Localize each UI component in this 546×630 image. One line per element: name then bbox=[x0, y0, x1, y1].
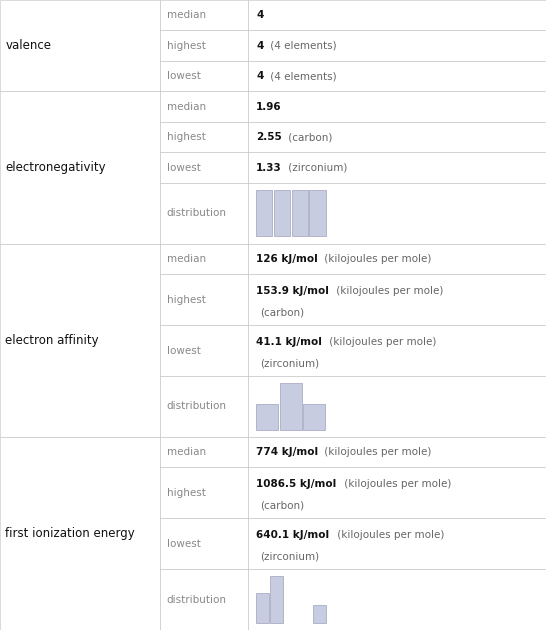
Text: lowest: lowest bbox=[167, 71, 200, 81]
Bar bbox=[248, 437, 546, 467]
Text: (kilojoules per mole): (kilojoules per mole) bbox=[322, 447, 432, 457]
Bar bbox=[248, 467, 546, 518]
Text: (kilojoules per mole): (kilojoules per mole) bbox=[327, 337, 437, 347]
Text: valence: valence bbox=[5, 39, 51, 52]
Bar bbox=[248, 325, 546, 376]
Text: distribution: distribution bbox=[167, 595, 227, 605]
Bar bbox=[256, 404, 278, 430]
Text: (4 elements): (4 elements) bbox=[267, 41, 336, 50]
Bar bbox=[160, 61, 248, 91]
Text: (kilojoules per mole): (kilojoules per mole) bbox=[321, 254, 431, 264]
Text: 4: 4 bbox=[256, 71, 264, 81]
Text: (kilojoules per mole): (kilojoules per mole) bbox=[333, 286, 444, 296]
Bar bbox=[248, 30, 546, 61]
Text: lowest: lowest bbox=[167, 163, 200, 173]
Text: distribution: distribution bbox=[167, 209, 227, 219]
Bar bbox=[248, 152, 546, 183]
Text: highest: highest bbox=[167, 295, 205, 305]
Bar bbox=[160, 30, 248, 61]
Text: 774 kJ/mol: 774 kJ/mol bbox=[256, 447, 318, 457]
Text: 1.96: 1.96 bbox=[256, 101, 282, 112]
Bar bbox=[248, 183, 546, 244]
Bar bbox=[0, 91, 160, 244]
Bar bbox=[280, 383, 301, 430]
Text: (zirconium): (zirconium) bbox=[260, 358, 319, 369]
Bar bbox=[270, 576, 283, 622]
Bar bbox=[248, 376, 546, 437]
Bar bbox=[0, 0, 160, 91]
Bar bbox=[256, 593, 269, 622]
Text: highest: highest bbox=[167, 488, 205, 498]
Bar bbox=[160, 376, 248, 437]
Text: median: median bbox=[167, 101, 206, 112]
Text: (zirconium): (zirconium) bbox=[260, 551, 319, 561]
Bar bbox=[160, 569, 248, 630]
Text: (carbon): (carbon) bbox=[260, 307, 304, 318]
Text: (carbon): (carbon) bbox=[260, 500, 304, 510]
Text: 153.9 kJ/mol: 153.9 kJ/mol bbox=[256, 286, 329, 296]
Bar bbox=[274, 190, 290, 236]
Bar bbox=[304, 404, 325, 430]
Text: highest: highest bbox=[167, 41, 205, 50]
Bar bbox=[309, 190, 325, 236]
Bar bbox=[292, 190, 308, 236]
Text: 126 kJ/mol: 126 kJ/mol bbox=[256, 254, 318, 264]
Bar bbox=[248, 518, 546, 569]
Text: median: median bbox=[167, 254, 206, 264]
Bar bbox=[160, 467, 248, 518]
Text: lowest: lowest bbox=[167, 539, 200, 549]
Text: (carbon): (carbon) bbox=[285, 132, 333, 142]
Text: 640.1 kJ/mol: 640.1 kJ/mol bbox=[256, 530, 329, 540]
Text: distribution: distribution bbox=[167, 401, 227, 411]
Bar bbox=[313, 605, 326, 622]
Text: 4: 4 bbox=[256, 10, 264, 20]
Bar bbox=[248, 274, 546, 325]
Text: median: median bbox=[167, 10, 206, 20]
Bar bbox=[160, 122, 248, 152]
Text: 4: 4 bbox=[256, 41, 264, 50]
Text: 2.55: 2.55 bbox=[256, 132, 282, 142]
Bar bbox=[160, 0, 248, 30]
Bar bbox=[160, 244, 248, 274]
Text: (kilojoules per mole): (kilojoules per mole) bbox=[341, 479, 451, 489]
Bar bbox=[256, 190, 272, 236]
Text: median: median bbox=[167, 447, 206, 457]
Text: (kilojoules per mole): (kilojoules per mole) bbox=[334, 530, 444, 540]
Text: 41.1 kJ/mol: 41.1 kJ/mol bbox=[256, 337, 322, 347]
Bar bbox=[248, 244, 546, 274]
Bar bbox=[0, 437, 160, 630]
Text: lowest: lowest bbox=[167, 345, 200, 355]
Bar bbox=[160, 274, 248, 325]
Bar bbox=[248, 61, 546, 91]
Text: highest: highest bbox=[167, 132, 205, 142]
Text: electronegativity: electronegativity bbox=[5, 161, 106, 174]
Bar bbox=[160, 183, 248, 244]
Text: first ionization energy: first ionization energy bbox=[5, 527, 135, 540]
Bar bbox=[248, 122, 546, 152]
Text: (zirconium): (zirconium) bbox=[285, 163, 347, 173]
Bar bbox=[160, 91, 248, 122]
Bar bbox=[160, 325, 248, 376]
Text: electron affinity: electron affinity bbox=[5, 334, 99, 347]
Bar bbox=[160, 152, 248, 183]
Bar bbox=[248, 569, 546, 630]
Bar bbox=[248, 91, 546, 122]
Text: (4 elements): (4 elements) bbox=[267, 71, 336, 81]
Bar bbox=[160, 437, 248, 467]
Bar bbox=[0, 244, 160, 437]
Bar bbox=[160, 518, 248, 569]
Text: 1.33: 1.33 bbox=[256, 163, 282, 173]
Bar bbox=[248, 0, 546, 30]
Text: 1086.5 kJ/mol: 1086.5 kJ/mol bbox=[256, 479, 336, 489]
